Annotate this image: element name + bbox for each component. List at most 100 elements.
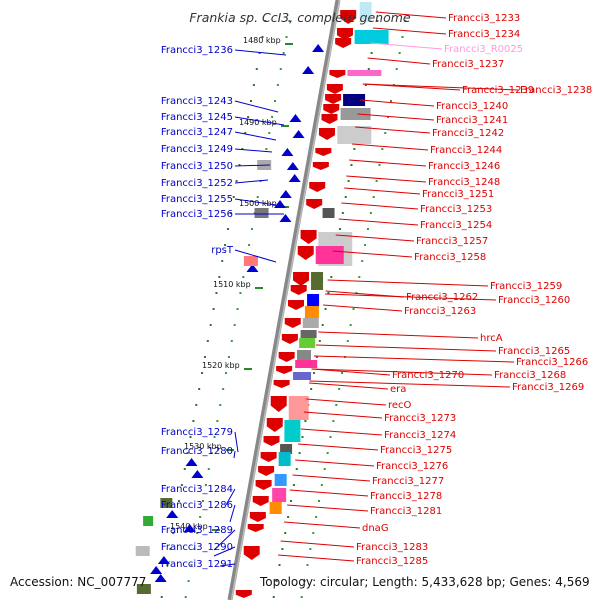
forward-gene-arrow: [154, 574, 167, 582]
gene-label-francci3_1278: Francci3_1278: [370, 491, 442, 502]
track-dot: [300, 596, 303, 598]
track-dot: [318, 500, 320, 502]
track-dot: [384, 132, 387, 134]
gene-block: [288, 396, 309, 420]
gene-block: [337, 126, 372, 144]
track-dot: [381, 148, 384, 150]
genome-title: Frankia sp. CcI3, complete genome: [189, 10, 411, 25]
track-dot: [219, 404, 222, 406]
gene-label-francci3_1252: Francci3_1252: [161, 178, 233, 189]
track-dot: [301, 436, 304, 438]
track-dot: [244, 132, 247, 134]
track-dot: [332, 420, 335, 422]
track-dot: [281, 548, 284, 550]
forward-gene-arrow: [288, 174, 301, 182]
gene-label-francci3_1284: Francci3_1284: [161, 484, 233, 495]
gene-label-francci3_1263: Francci3_1263: [404, 306, 476, 317]
track-dot: [330, 276, 333, 278]
gene-block: [136, 584, 151, 594]
gene-label-francci3_1247: Francci3_1247: [161, 127, 233, 138]
gene-label-francci3_1262: Francci3_1262: [406, 292, 478, 303]
track-dot: [364, 244, 367, 246]
reverse-gene-arrow: [321, 114, 338, 124]
gene-label-francci3_1256: Francci3_1256: [161, 209, 233, 220]
reverse-gene-arrow: [335, 38, 352, 48]
gene-block: [347, 70, 382, 76]
forward-gene-arrow: [281, 148, 294, 156]
leader-line: [234, 100, 279, 113]
track-dot: [288, 20, 291, 22]
track-dot: [320, 484, 323, 486]
leader-line: [346, 175, 427, 183]
accession-text: Accession: NC_007777: [10, 575, 147, 589]
reverse-gene-arrow: [284, 318, 301, 328]
track-dot: [295, 468, 298, 470]
track-dot: [236, 308, 239, 310]
reverse-gene-arrow: [270, 396, 287, 412]
reverse-gene-arrow: [329, 70, 346, 78]
leader-line: [300, 428, 383, 436]
track-dot: [204, 484, 207, 486]
track-dot: [350, 164, 353, 166]
forward-gene-arrow: [183, 524, 196, 532]
forward-gene-arrow: [289, 114, 302, 122]
reverse-gene-arrow: [300, 230, 317, 244]
track-dot: [268, 132, 271, 134]
gene-block: [143, 516, 154, 526]
leader-line: [234, 131, 277, 141]
gene-label-francci3_1246: Francci3_1246: [428, 161, 500, 172]
leader-line: [289, 489, 369, 497]
track-dot: [202, 500, 204, 502]
reverse-gene-arrow: [247, 524, 264, 532]
track-dot: [248, 244, 251, 246]
track-dot: [275, 580, 278, 582]
gene-label-francci3_1285: Francci3_1285: [356, 556, 428, 567]
track-dot: [312, 532, 315, 534]
leader-line: [357, 113, 435, 121]
reverse-gene-arrow: [306, 199, 323, 209]
gene-label-francci3_1240: Francci3_1240: [436, 101, 508, 112]
scale-tick-label: 1490 kbp: [239, 118, 277, 127]
scale-tick-label: 1530 kbp: [184, 442, 222, 451]
gene-label-francci3_1281: Francci3_1281: [370, 506, 442, 517]
gene-label-dnag: dnaG: [362, 523, 389, 534]
track-dot: [284, 532, 287, 534]
leader-line: [306, 398, 387, 406]
track-dot: [180, 484, 183, 486]
track-dot: [367, 68, 370, 70]
reverse-gene-arrow: [288, 300, 304, 310]
track-dot: [209, 324, 212, 326]
track-dot: [247, 116, 250, 118]
leader-line: [303, 411, 383, 419]
gene-label-francci3_1280: Francci3_1280: [161, 446, 233, 457]
gene-label-francci3_1258: Francci3_1258: [414, 252, 486, 263]
track-dot: [375, 180, 378, 182]
track-dot: [395, 68, 398, 70]
track-dot: [370, 52, 373, 54]
gene-label-francci3_1270: Francci3_1270: [392, 370, 464, 381]
track-dot: [353, 148, 356, 150]
track-dot: [178, 500, 180, 502]
track-dot: [404, 20, 407, 22]
gene-label-francci3_1277: Francci3_1277: [372, 476, 444, 487]
reverse-gene-arrow: [312, 162, 329, 170]
track-dot: [252, 84, 255, 86]
track-dot: [258, 52, 261, 54]
leader-line: [313, 355, 515, 363]
track-dot: [271, 116, 274, 118]
track-dot: [215, 292, 218, 294]
track-dot: [285, 36, 288, 38]
scale-tick-label: 1500 kbp: [239, 199, 277, 208]
track-dot: [390, 100, 392, 102]
leader-line: [295, 459, 375, 467]
leader-line: [352, 143, 429, 151]
track-dot: [206, 340, 209, 342]
track-dot: [303, 580, 306, 582]
track-dot: [201, 372, 204, 374]
track-dot: [203, 356, 206, 358]
leader-line: [234, 179, 269, 184]
reverse-gene-arrow: [281, 334, 298, 344]
gene-label-era: era: [390, 384, 406, 395]
gene-label-francci3_1233: Francci3_1233: [448, 13, 520, 24]
gene-block: [300, 330, 317, 338]
